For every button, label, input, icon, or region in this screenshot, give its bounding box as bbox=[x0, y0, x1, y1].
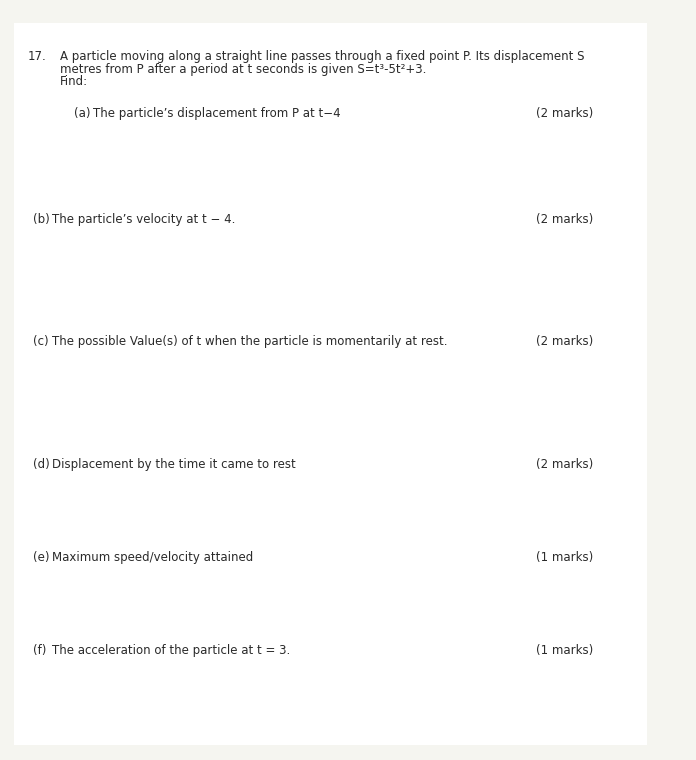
Text: Find:: Find: bbox=[60, 74, 88, 88]
Text: (1 marks): (1 marks) bbox=[536, 644, 594, 657]
Text: (d): (d) bbox=[33, 458, 49, 471]
Text: (2 marks): (2 marks) bbox=[536, 458, 594, 471]
Text: (c): (c) bbox=[33, 335, 49, 348]
Text: Displacement by the time it came to rest: Displacement by the time it came to rest bbox=[52, 458, 296, 471]
Text: The particle’s velocity at t − 4.: The particle’s velocity at t − 4. bbox=[52, 213, 235, 226]
Text: 17.: 17. bbox=[28, 50, 47, 63]
Text: (a): (a) bbox=[74, 107, 90, 120]
Text: A particle moving along a straight line passes through a fixed point P. Its disp: A particle moving along a straight line … bbox=[60, 50, 584, 63]
Text: (1 marks): (1 marks) bbox=[536, 551, 594, 565]
Text: (2 marks): (2 marks) bbox=[536, 107, 594, 120]
Text: The possible Value(s) of t when the particle is momentarily at rest.: The possible Value(s) of t when the part… bbox=[52, 335, 448, 348]
Text: (2 marks): (2 marks) bbox=[536, 335, 594, 348]
Text: metres from P after a period at t seconds is given S=t³-5t²+3.: metres from P after a period at t second… bbox=[60, 62, 426, 75]
Text: The particle’s displacement from P at t−4: The particle’s displacement from P at t−… bbox=[93, 107, 341, 120]
Text: (f): (f) bbox=[33, 644, 47, 657]
Text: (b): (b) bbox=[33, 213, 49, 226]
Text: (e): (e) bbox=[33, 551, 49, 565]
Text: Maximum speed/velocity attained: Maximum speed/velocity attained bbox=[52, 551, 253, 565]
Text: (2 marks): (2 marks) bbox=[536, 213, 594, 226]
Text: The acceleration of the particle at t = 3.: The acceleration of the particle at t = … bbox=[52, 644, 290, 657]
